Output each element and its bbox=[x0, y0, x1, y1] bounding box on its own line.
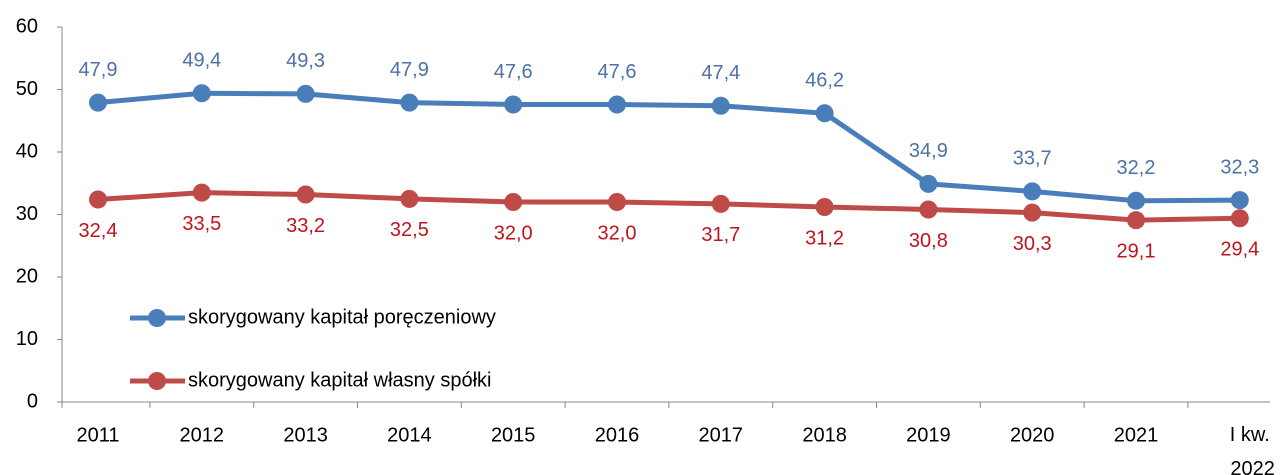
point bbox=[919, 200, 938, 219]
data-label: 33,2 bbox=[286, 215, 325, 237]
point bbox=[400, 93, 419, 112]
data-label: 47,9 bbox=[79, 59, 118, 81]
data-label: 49,3 bbox=[286, 50, 325, 72]
point bbox=[1023, 203, 1042, 222]
y-tick-label: 60 bbox=[16, 15, 38, 37]
data-label: 32,0 bbox=[598, 222, 637, 244]
point bbox=[815, 104, 834, 123]
point bbox=[1127, 211, 1145, 230]
point bbox=[192, 183, 211, 202]
data-label: 47,6 bbox=[494, 61, 533, 83]
y-tick-label: 30 bbox=[16, 203, 38, 225]
y-tick-label: 10 bbox=[16, 328, 38, 350]
data-label: 32,4 bbox=[79, 220, 118, 242]
point bbox=[1230, 209, 1249, 228]
data-label: 31,2 bbox=[805, 227, 844, 249]
data-label: 30,3 bbox=[1013, 233, 1052, 255]
point bbox=[296, 84, 315, 103]
point bbox=[608, 95, 626, 114]
data-label: 29,1 bbox=[1117, 240, 1156, 262]
x-tick-label: 2014 bbox=[387, 424, 432, 446]
point bbox=[400, 189, 419, 208]
x-tick-label: 2016 bbox=[595, 424, 640, 446]
point bbox=[711, 194, 730, 213]
data-label: 32,0 bbox=[494, 222, 533, 244]
x-tick-label: 2019 bbox=[906, 424, 951, 446]
point bbox=[919, 174, 938, 193]
point bbox=[1127, 191, 1145, 210]
legend-label: skorygowany kapitał własny spółki bbox=[188, 369, 491, 391]
x-tick-label: I kw. 2022 bbox=[1225, 424, 1275, 475]
data-label: 33,7 bbox=[1013, 148, 1052, 170]
data-label: 47,9 bbox=[390, 59, 429, 81]
point bbox=[504, 95, 523, 114]
point bbox=[815, 198, 834, 216]
series-line bbox=[97, 190, 1240, 223]
data-label: 30,8 bbox=[909, 230, 948, 252]
x-tick-label: 2015 bbox=[491, 424, 536, 446]
y-tick-label: 50 bbox=[16, 78, 38, 100]
x-tick-label-line: 2022 bbox=[1225, 458, 1275, 475]
data-label: 32,2 bbox=[1117, 157, 1156, 179]
data-label: 29,4 bbox=[1220, 239, 1259, 261]
legend-marker bbox=[148, 372, 166, 390]
y-tick-label: 20 bbox=[16, 265, 38, 287]
data-label: 31,7 bbox=[701, 224, 740, 246]
point bbox=[608, 193, 626, 211]
x-tick-label-line: I kw. bbox=[1230, 424, 1270, 446]
point bbox=[89, 190, 107, 209]
data-label: 32,3 bbox=[1220, 156, 1259, 178]
data-label: 32,5 bbox=[390, 219, 429, 241]
legend-marker bbox=[148, 309, 166, 327]
y-tick-label: 0 bbox=[27, 390, 38, 412]
legend-label: skorygowany kapitał poręczeniowy bbox=[188, 306, 496, 328]
data-label: 47,4 bbox=[701, 62, 740, 84]
data-label: 49,4 bbox=[182, 50, 221, 72]
x-tick-label: 2011 bbox=[76, 424, 119, 446]
data-label: 34,9 bbox=[909, 140, 948, 162]
point bbox=[504, 193, 523, 211]
point bbox=[296, 185, 315, 204]
point bbox=[89, 93, 107, 112]
x-tick-label: 2018 bbox=[802, 424, 847, 446]
data-label: 46,2 bbox=[805, 70, 844, 92]
x-tick-label: 2021 bbox=[1114, 424, 1159, 446]
data-label: 33,5 bbox=[182, 213, 221, 235]
point bbox=[192, 84, 211, 103]
y-tick-label: 40 bbox=[16, 140, 38, 162]
x-tick-label: 2020 bbox=[1010, 424, 1055, 446]
x-tick-label: 2013 bbox=[283, 424, 328, 446]
x-tick-label: 2012 bbox=[180, 424, 225, 446]
series-line bbox=[97, 90, 1240, 204]
point bbox=[1230, 191, 1249, 210]
point bbox=[1023, 182, 1042, 201]
point bbox=[711, 96, 730, 115]
x-tick-label: 2017 bbox=[699, 424, 744, 446]
data-label: 47,6 bbox=[598, 61, 637, 83]
